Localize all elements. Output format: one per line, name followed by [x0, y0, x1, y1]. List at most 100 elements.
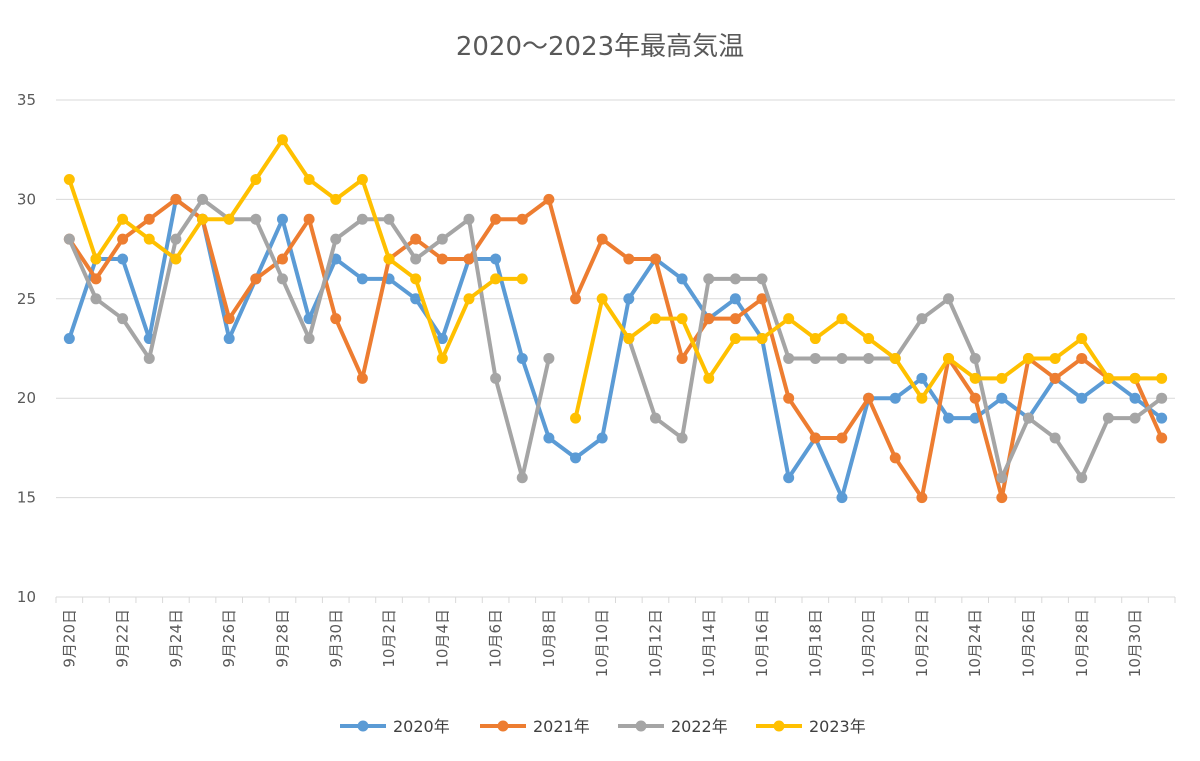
- data-point: [889, 392, 901, 404]
- x-tick-label: 9月30日: [327, 609, 345, 668]
- data-point: [969, 372, 981, 384]
- data-point: [889, 352, 901, 364]
- x-tick-label: 10月8日: [540, 609, 558, 668]
- data-point: [303, 333, 315, 345]
- data-point: [276, 213, 288, 225]
- data-point: [996, 372, 1008, 384]
- legend-swatch-marker: [497, 720, 509, 732]
- data-point: [250, 273, 262, 285]
- data-point: [410, 293, 422, 305]
- legend-item: 2023年: [756, 717, 866, 736]
- data-point: [330, 313, 342, 325]
- data-point: [1022, 412, 1034, 424]
- data-point: [836, 313, 848, 325]
- data-point: [756, 333, 768, 345]
- x-tick-label: 10月10日: [593, 609, 611, 677]
- data-point: [383, 253, 395, 265]
- data-point: [276, 134, 288, 146]
- data-point: [330, 193, 342, 205]
- data-point: [809, 352, 821, 364]
- x-tick-label: 10月24日: [966, 609, 984, 677]
- data-point: [649, 412, 661, 424]
- x-tick-label: 9月24日: [167, 609, 185, 668]
- x-tick-label: 9月22日: [114, 609, 132, 668]
- data-point: [63, 233, 75, 245]
- data-point: [809, 432, 821, 444]
- data-point: [756, 273, 768, 285]
- x-tick-label: 10月2日: [380, 609, 398, 668]
- data-point: [117, 233, 129, 245]
- data-point: [729, 273, 741, 285]
- data-point: [623, 293, 635, 305]
- data-point: [223, 333, 235, 345]
- data-point: [703, 273, 715, 285]
- data-point: [410, 253, 422, 265]
- data-point: [623, 253, 635, 265]
- series-2023年: [63, 134, 1168, 424]
- x-tick-label: 10月14日: [700, 609, 718, 677]
- data-point: [1156, 412, 1168, 424]
- data-point: [436, 233, 448, 245]
- x-axis: 9月20日 9月22日 9月24日 9月26日 9月28日 9月30日 10月2日 10月4日…: [55, 597, 1176, 677]
- series-group: [63, 134, 1168, 504]
- data-point: [463, 213, 475, 225]
- data-point: [570, 293, 582, 305]
- legend-label: 2021年: [533, 717, 590, 736]
- series-line: [67, 137, 525, 361]
- x-tick-label: 10月4日: [433, 609, 451, 668]
- data-point: [143, 352, 155, 364]
- data-point: [943, 412, 955, 424]
- legend-label: 2023年: [809, 717, 866, 736]
- data-point: [969, 392, 981, 404]
- data-point: [117, 253, 129, 265]
- data-point: [490, 372, 502, 384]
- x-tick-label: 9月20日: [60, 609, 78, 668]
- x-tick-label: 10月16日: [753, 609, 771, 677]
- data-point: [596, 293, 608, 305]
- data-point: [649, 313, 661, 325]
- x-tick-label: 10月18日: [806, 609, 824, 677]
- data-point: [996, 492, 1008, 504]
- data-point: [250, 174, 262, 186]
- data-point: [490, 253, 502, 265]
- data-point: [330, 233, 342, 245]
- data-point: [436, 253, 448, 265]
- legend-label: 2022年: [671, 717, 728, 736]
- data-point: [649, 253, 661, 265]
- data-point: [943, 293, 955, 305]
- data-point: [356, 174, 368, 186]
- data-point: [916, 392, 928, 404]
- legend-item: 2020年: [340, 717, 450, 736]
- data-point: [516, 472, 528, 484]
- data-point: [356, 372, 368, 384]
- data-point: [676, 313, 688, 325]
- data-point: [1156, 432, 1168, 444]
- data-point: [729, 313, 741, 325]
- legend-swatch-marker: [773, 720, 785, 732]
- data-point: [303, 174, 315, 186]
- series-line: [67, 197, 1164, 500]
- x-tick-label: 10月12日: [646, 609, 664, 677]
- data-point: [943, 352, 955, 364]
- data-point: [463, 253, 475, 265]
- data-point: [463, 293, 475, 305]
- data-point: [170, 253, 182, 265]
- data-point: [516, 352, 528, 364]
- data-point: [703, 372, 715, 384]
- y-tick-label: 20: [17, 389, 36, 407]
- data-point: [90, 293, 102, 305]
- data-point: [1049, 372, 1061, 384]
- data-point: [783, 313, 795, 325]
- x-tick-label: 10月28日: [1073, 609, 1091, 677]
- data-point: [170, 193, 182, 205]
- y-tick-label: 25: [17, 290, 36, 308]
- y-tick-label: 15: [17, 489, 36, 507]
- legend-label: 2020年: [393, 717, 450, 736]
- data-point: [543, 193, 555, 205]
- gridlines: [56, 99, 1175, 598]
- data-point: [916, 313, 928, 325]
- data-point: [570, 412, 582, 424]
- x-tick-label: 9月28日: [273, 609, 291, 668]
